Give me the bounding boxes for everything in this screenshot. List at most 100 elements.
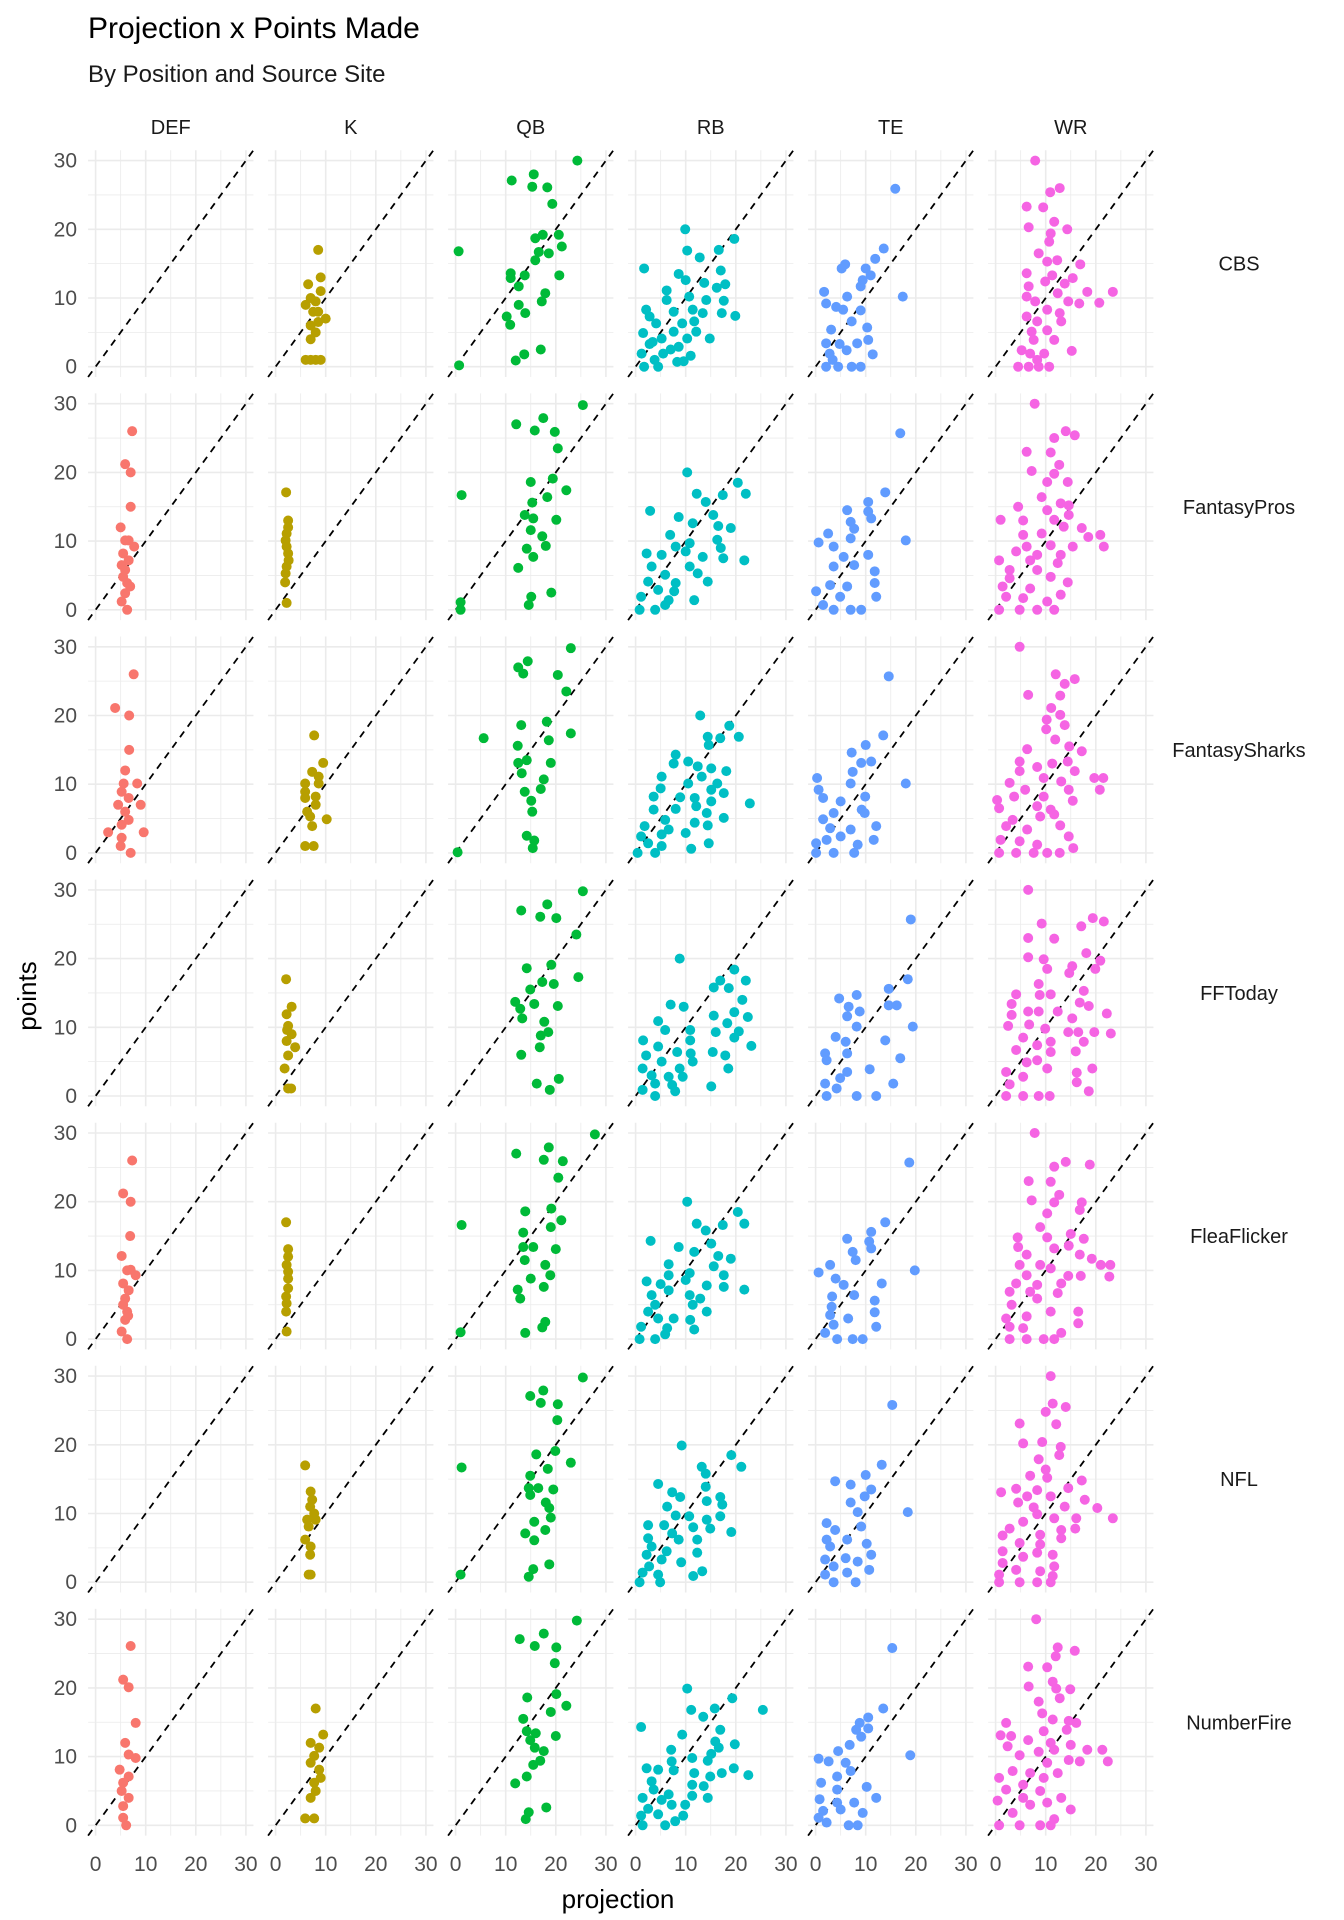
- data-point: [118, 1278, 129, 1289]
- data-point: [706, 796, 717, 807]
- panel-FleaFlicker-WR: FleaFlicker: [987, 1122, 1288, 1350]
- data-point: [715, 265, 726, 276]
- data-point: [641, 548, 652, 559]
- data-point: [510, 1778, 521, 1789]
- data-point: [718, 812, 729, 823]
- data-point: [1054, 1693, 1065, 1704]
- data-point: [523, 1571, 534, 1582]
- data-point: [871, 1091, 882, 1101]
- panel-FantasyPros-QB: [447, 392, 615, 621]
- data-point: [1062, 477, 1073, 488]
- data-point: [639, 821, 650, 832]
- data-point: [1033, 1091, 1044, 1101]
- data-point: [518, 668, 529, 679]
- data-point: [1101, 1008, 1112, 1019]
- data-point: [1038, 791, 1049, 802]
- data-point: [520, 1327, 531, 1338]
- data-point: [537, 976, 548, 987]
- data-point: [116, 1326, 127, 1337]
- data-point: [668, 306, 679, 317]
- data-point: [1084, 1159, 1095, 1170]
- data-point: [283, 1283, 294, 1294]
- data-point: [533, 1483, 544, 1494]
- data-point: [835, 591, 846, 602]
- data-point: [521, 830, 532, 841]
- y-tick-label: 30: [54, 150, 77, 173]
- data-point: [850, 1577, 861, 1588]
- data-point: [729, 964, 740, 975]
- data-point: [641, 1050, 652, 1061]
- data-point: [834, 993, 845, 1004]
- data-point: [700, 1481, 711, 1492]
- data-point: [577, 1372, 588, 1383]
- data-point: [549, 1658, 560, 1669]
- data-point: [1018, 1551, 1029, 1562]
- data-point: [315, 286, 326, 297]
- data-point: [1021, 291, 1032, 302]
- data-point: [670, 803, 681, 814]
- data-point: [1075, 1270, 1086, 1281]
- data-point: [1038, 1726, 1049, 1737]
- data-point: [650, 1091, 661, 1101]
- data-point: [123, 792, 134, 803]
- data-point: [1076, 523, 1087, 534]
- data-point: [1006, 1299, 1017, 1310]
- panel-NFL-DEF: 0 10 20 30: [54, 1365, 255, 1594]
- data-point: [533, 246, 544, 257]
- data-point: [844, 1739, 855, 1750]
- data-point: [1001, 1066, 1012, 1077]
- data-point: [1065, 1804, 1076, 1815]
- data-point: [1014, 836, 1025, 847]
- data-point: [300, 1813, 311, 1824]
- data-point: [305, 1541, 316, 1552]
- data-point: [124, 710, 135, 721]
- data-point: [546, 587, 557, 598]
- data-point: [305, 1569, 316, 1580]
- data-point: [689, 817, 700, 828]
- data-point: [1022, 744, 1033, 755]
- data-point: [520, 308, 531, 319]
- data-point: [520, 1814, 531, 1825]
- data-point: [840, 1757, 851, 1768]
- data-point: [830, 1031, 841, 1042]
- data-point: [519, 786, 530, 797]
- data-point: [546, 959, 557, 970]
- data-point: [661, 1546, 672, 1557]
- data-point: [125, 467, 136, 478]
- data-point: [871, 1792, 882, 1803]
- data-point: [643, 838, 654, 849]
- x-tick-label: 0: [990, 1853, 1002, 1876]
- data-point: [1054, 459, 1065, 470]
- data-point: [740, 488, 751, 499]
- data-point: [1074, 997, 1085, 1008]
- data-point: [646, 561, 657, 572]
- data-point: [666, 1799, 677, 1810]
- data-point: [697, 308, 708, 319]
- data-point: [542, 1463, 553, 1474]
- data-point: [688, 1571, 699, 1582]
- data-point: [689, 1246, 700, 1257]
- data-point: [1054, 1450, 1065, 1461]
- data-point: [687, 1752, 698, 1763]
- data-point: [869, 1307, 880, 1318]
- data-point: [997, 1546, 1008, 1557]
- data-point: [1049, 468, 1060, 479]
- data-point: [880, 1217, 891, 1228]
- data-point: [905, 1750, 916, 1761]
- data-point: [125, 1196, 136, 1207]
- data-point: [565, 728, 576, 739]
- data-point: [677, 1071, 688, 1082]
- data-point: [1066, 345, 1077, 356]
- data-point: [658, 348, 669, 359]
- data-point: [857, 1334, 868, 1345]
- data-point: [527, 181, 538, 192]
- data-point: [706, 763, 717, 774]
- data-point: [684, 561, 695, 572]
- data-point: [551, 1642, 562, 1653]
- data-point: [313, 306, 324, 317]
- data-point: [281, 1306, 292, 1317]
- y-tick-label: 30: [54, 393, 77, 416]
- data-point: [1004, 573, 1015, 584]
- data-point: [659, 1520, 670, 1531]
